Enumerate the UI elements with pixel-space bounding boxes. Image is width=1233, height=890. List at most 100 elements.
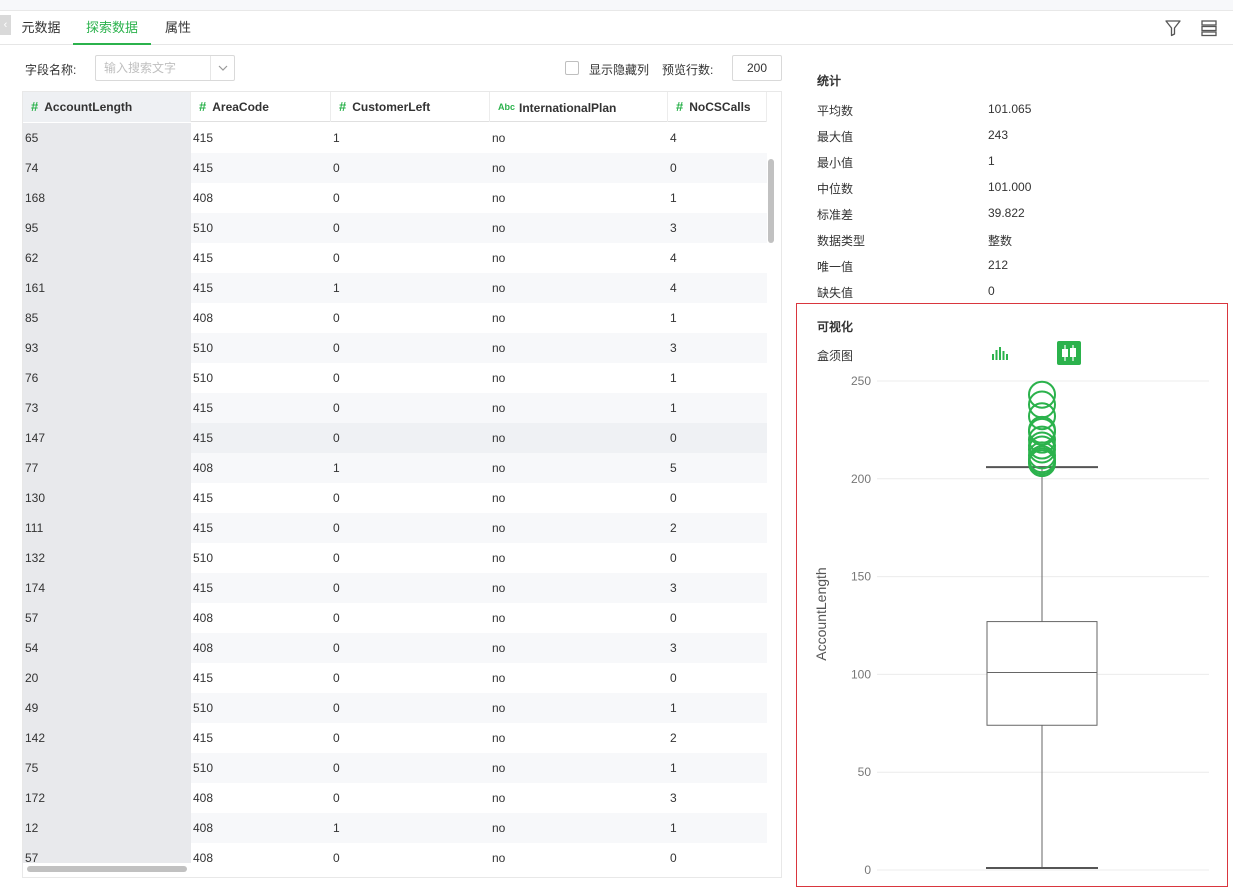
table-cell: no xyxy=(492,461,506,475)
y-tick-label: 250 xyxy=(851,374,871,388)
table-cell: 415 xyxy=(193,671,214,685)
list-icon[interactable] xyxy=(1199,18,1219,38)
chevron-down-icon[interactable] xyxy=(210,56,234,80)
table-cell: 0 xyxy=(333,581,340,595)
stat-value: 0 xyxy=(988,284,995,298)
table-row[interactable]: 77 408 1 no 5 xyxy=(23,453,767,483)
table-row[interactable]: 74 415 0 no 0 xyxy=(23,153,767,183)
collapse-panel-button[interactable]: ‹ xyxy=(0,15,11,35)
table-cell: 20 xyxy=(23,663,191,693)
stats-title: 统计 xyxy=(817,74,842,88)
table-row[interactable]: 174 415 0 no 3 xyxy=(23,573,767,603)
table-cell: 62 xyxy=(23,243,191,273)
table-cell: 415 xyxy=(193,521,214,535)
horizontal-scrollbar[interactable] xyxy=(27,866,187,872)
column-header[interactable]: # NoCSCalls xyxy=(668,92,767,122)
preview-rows-label: 预览行数: xyxy=(662,63,714,77)
table-cell: 0 xyxy=(670,161,677,175)
column-header[interactable]: # AccountLength xyxy=(23,92,191,122)
tab-explore-data[interactable]: 探索数据 xyxy=(73,11,151,45)
table-row[interactable]: 147 415 0 no 0 xyxy=(23,423,767,453)
table-row[interactable]: 93 510 0 no 3 xyxy=(23,333,767,363)
table-cell: 415 xyxy=(193,251,214,265)
table-row[interactable]: 20 415 0 no 0 xyxy=(23,663,767,693)
table-row[interactable]: 130 415 0 no 0 xyxy=(23,483,767,513)
table-row[interactable]: 49 510 0 no 1 xyxy=(23,693,767,723)
table-row[interactable]: 85 408 0 no 1 xyxy=(23,303,767,333)
table-cell: no xyxy=(492,341,506,355)
table-cell: 0 xyxy=(333,611,340,625)
tab-properties[interactable]: 属性 xyxy=(164,20,191,35)
table-cell: 0 xyxy=(333,251,340,265)
stat-value: 212 xyxy=(988,258,1009,272)
table-cell: no xyxy=(492,131,506,145)
table-cell: 408 xyxy=(193,851,214,863)
boxplot-icon[interactable] xyxy=(1057,341,1081,365)
table-cell: 57 xyxy=(23,843,191,863)
column-header[interactable]: # AreaCode xyxy=(191,92,331,122)
table-cell: 0 xyxy=(333,431,340,445)
table-cell: 415 xyxy=(193,731,214,745)
table-row[interactable]: 172 408 0 no 3 xyxy=(23,783,767,813)
table-cell: 54 xyxy=(23,633,191,663)
field-search-combo[interactable] xyxy=(95,55,235,81)
table-row[interactable]: 132 510 0 no 0 xyxy=(23,543,767,573)
histogram-icon[interactable] xyxy=(988,341,1012,365)
column-header-label: InternationalPlan xyxy=(519,101,617,115)
grid-header: # AccountLength # AreaCode # CustomerLeft Abc I… xyxy=(23,92,767,122)
table-cell: 161 xyxy=(23,273,191,303)
table-row[interactable]: 111 415 0 no 2 xyxy=(23,513,767,543)
table-cell: 1 xyxy=(333,281,340,295)
table-cell: no xyxy=(492,821,506,835)
table-row[interactable]: 142 415 0 no 2 xyxy=(23,723,767,753)
show-hidden-checkbox[interactable] xyxy=(565,61,579,75)
preview-rows-input[interactable] xyxy=(732,55,782,81)
table-cell: 1 xyxy=(670,401,677,415)
table-cell: 415 xyxy=(193,131,214,145)
table-cell: 49 xyxy=(23,693,191,723)
stat-value: 1 xyxy=(988,154,995,168)
outlier-point xyxy=(1028,402,1056,431)
table-row[interactable]: 75 510 0 no 1 xyxy=(23,753,767,783)
column-header[interactable]: # CustomerLeft xyxy=(331,92,490,122)
table-cell: 0 xyxy=(333,401,340,415)
table-row[interactable]: 65 415 1 no 4 xyxy=(23,123,767,153)
y-tick-label: 100 xyxy=(851,667,871,681)
stat-label: 唯一值 xyxy=(817,260,854,274)
stat-label: 最大值 xyxy=(817,130,854,144)
table-row[interactable]: 57 408 0 no 0 xyxy=(23,603,767,633)
table-cell: 408 xyxy=(193,461,214,475)
table-cell: 3 xyxy=(670,221,677,235)
visualization-panel: 可视化 盒须图 AccountLength 0 50 100 150 200 250 xyxy=(796,303,1228,887)
vertical-scrollbar[interactable] xyxy=(768,159,774,243)
table-cell: 85 xyxy=(23,303,191,333)
table-row[interactable]: 73 415 0 no 1 xyxy=(23,393,767,423)
table-row[interactable]: 57 408 0 no 0 xyxy=(23,843,767,863)
table-row[interactable]: 168 408 0 no 1 xyxy=(23,183,767,213)
table-cell: no xyxy=(492,311,506,325)
table-cell: 168 xyxy=(23,183,191,213)
table-cell: no xyxy=(492,551,506,565)
table-row[interactable]: 12 408 1 no 1 xyxy=(23,813,767,843)
table-cell: 4 xyxy=(670,281,677,295)
table-cell: no xyxy=(492,851,506,863)
table-cell: 1 xyxy=(670,311,677,325)
table-row[interactable]: 54 408 0 no 3 xyxy=(23,633,767,663)
table-cell: 408 xyxy=(193,611,214,625)
column-header[interactable]: Abc InternationalPlan xyxy=(490,92,668,122)
data-grid: # AccountLength # AreaCode # CustomerLeft Abc I… xyxy=(22,91,782,878)
table-row[interactable]: 62 415 0 no 4 xyxy=(23,243,767,273)
text-type-icon: Abc xyxy=(498,102,516,112)
box-iqr xyxy=(986,621,1098,726)
filter-icon[interactable] xyxy=(1163,18,1183,38)
table-cell: 1 xyxy=(670,761,677,775)
table-row[interactable]: 161 415 1 no 4 xyxy=(23,273,767,303)
table-cell: 1 xyxy=(333,461,340,475)
table-row[interactable]: 95 510 0 no 3 xyxy=(23,213,767,243)
tab-metadata[interactable]: 元数据 xyxy=(21,20,61,35)
field-search-input[interactable] xyxy=(96,56,212,80)
table-cell: no xyxy=(492,191,506,205)
table-cell: 0 xyxy=(333,701,340,715)
table-row[interactable]: 76 510 0 no 1 xyxy=(23,363,767,393)
table-cell: 3 xyxy=(670,791,677,805)
